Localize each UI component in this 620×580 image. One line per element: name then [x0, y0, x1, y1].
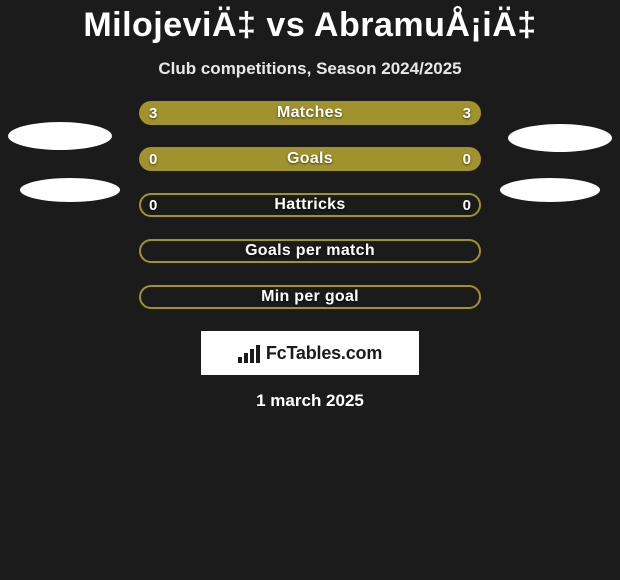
- stat-label: Hattricks: [274, 196, 345, 214]
- stat-value-right: 3: [463, 101, 471, 125]
- stat-row-mpg: Min per goal: [0, 285, 620, 309]
- stat-bar: Goals: [139, 147, 481, 171]
- stat-label: Matches: [277, 104, 343, 122]
- stat-value-left: 3: [149, 101, 157, 125]
- stat-row-hattricks: Hattricks 0 0: [0, 193, 620, 217]
- stat-value-left: 0: [149, 147, 157, 171]
- stat-value-right: 0: [463, 147, 471, 171]
- stat-row-gpm: Goals per match: [0, 239, 620, 263]
- page-title: MilojeviÄ‡ vs AbramuÅ¡iÄ‡: [0, 6, 620, 45]
- stat-label: Goals: [287, 150, 333, 168]
- stat-row-matches: Matches 3 3: [0, 101, 620, 125]
- page-subtitle: Club competitions, Season 2024/2025: [0, 59, 620, 79]
- stat-bar: Matches: [139, 101, 481, 125]
- stat-bar: Min per goal: [139, 285, 481, 309]
- stat-label: Goals per match: [245, 242, 375, 260]
- stat-bar: Goals per match: [139, 239, 481, 263]
- logo-text: FcTables.com: [266, 343, 382, 364]
- stat-row-goals: Goals 0 0: [0, 147, 620, 171]
- stat-value-right: 0: [463, 193, 471, 217]
- logo-box: FcTables.com: [201, 331, 419, 375]
- bars-icon: [238, 343, 260, 363]
- footer-date: 1 march 2025: [0, 391, 620, 411]
- stat-bar: Hattricks: [139, 193, 481, 217]
- player-left-ellipse-1: [8, 122, 112, 150]
- comparison-card: MilojeviÄ‡ vs AbramuÅ¡iÄ‡ Club competiti…: [0, 0, 620, 411]
- stat-label: Min per goal: [261, 288, 359, 306]
- stat-value-left: 0: [149, 193, 157, 217]
